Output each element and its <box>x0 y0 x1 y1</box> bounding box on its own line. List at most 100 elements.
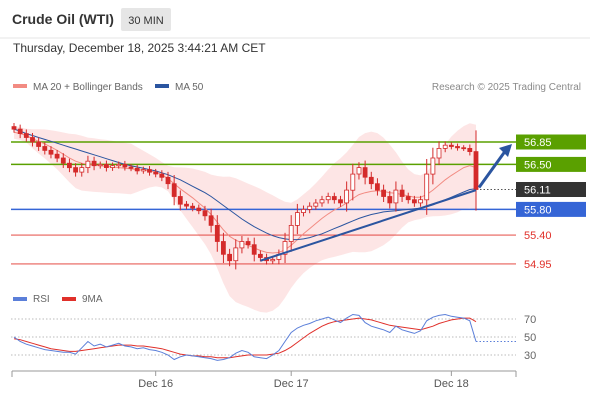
time-axis: Dec 16 Dec 17 Dec 18 <box>138 371 469 390</box>
candle <box>128 166 134 169</box>
level-tag-56-50 <box>516 156 586 172</box>
candle <box>374 183 380 191</box>
candle <box>418 199 424 204</box>
rsi-9ma-line <box>13 317 477 359</box>
candle <box>54 153 60 159</box>
candle <box>448 144 454 147</box>
candle <box>91 160 97 167</box>
level-tag-56-85 <box>516 134 586 150</box>
rsi-line <box>13 313 477 361</box>
candle <box>301 208 306 213</box>
candle <box>319 199 325 204</box>
legend-9ma-swatch <box>62 297 76 301</box>
candle <box>362 167 368 178</box>
level-label-56-50: 56.50 <box>524 159 552 171</box>
candle <box>325 196 331 201</box>
level-label-55-80: 55.80 <box>524 204 552 216</box>
candle <box>140 169 146 172</box>
rsi-tick-70: 70 <box>524 314 536 326</box>
support-trendline <box>260 189 477 262</box>
candle <box>461 147 467 150</box>
candle <box>257 253 263 258</box>
candle <box>313 202 319 207</box>
legend-ma50-label: MA 50 <box>175 82 204 93</box>
candle <box>436 147 442 159</box>
interval-badge[interactable] <box>121 8 171 31</box>
copyright: Research © 2025 Trading Central <box>432 82 581 93</box>
candle <box>411 199 417 204</box>
candle <box>116 163 122 167</box>
rsi-tick-50: 50 <box>524 332 536 344</box>
candle <box>190 205 196 209</box>
time-label-dec-18: Dec 18 <box>434 378 469 390</box>
interval-label: 30 MIN <box>128 15 164 27</box>
time-label-dec-16: Dec 16 <box>138 378 173 390</box>
candle <box>344 189 350 204</box>
candle <box>338 199 343 204</box>
timestamp: Thursday, December 18, 2025 3:44:21 AM C… <box>13 41 266 55</box>
candle <box>208 215 214 226</box>
level-label-56-11: 56.11 <box>524 185 551 197</box>
legend-ma20-swatch <box>13 84 27 88</box>
rsi-panel: 30 50 70 <box>11 313 536 362</box>
candle <box>393 189 399 204</box>
candle <box>239 241 245 249</box>
candle <box>110 165 115 168</box>
candle <box>288 224 294 242</box>
rsi-tick-30: 30 <box>524 350 536 362</box>
candle <box>270 259 276 262</box>
forecast-arrow-shaft <box>477 149 508 189</box>
candle <box>177 196 183 205</box>
candle <box>368 176 374 185</box>
candle <box>430 157 436 175</box>
candle <box>42 146 48 151</box>
candle <box>153 171 159 175</box>
candle <box>36 141 41 147</box>
candle <box>350 173 356 191</box>
candle <box>73 167 78 173</box>
legend-ma50-swatch <box>155 84 169 88</box>
legend-9ma-label: 9MA <box>82 294 103 305</box>
candle <box>48 149 54 155</box>
ma20-line <box>13 131 477 254</box>
candle <box>85 160 91 168</box>
candle <box>245 241 251 246</box>
candle <box>455 146 460 149</box>
candle <box>23 133 29 138</box>
candle <box>147 169 152 173</box>
candle <box>122 163 128 168</box>
candle <box>294 212 300 226</box>
candle <box>251 244 257 255</box>
candle <box>17 128 23 135</box>
candle <box>11 126 17 130</box>
candle <box>233 247 239 262</box>
ma50-line <box>13 128 477 241</box>
candle <box>467 147 473 152</box>
level-tag-56-11 <box>516 182 586 197</box>
candle <box>220 241 226 255</box>
price-chart <box>11 123 516 313</box>
candle <box>171 183 177 197</box>
candle <box>424 173 430 201</box>
forecast-arrow-head <box>499 143 512 157</box>
candle <box>387 196 393 204</box>
candle <box>30 137 35 143</box>
candle <box>104 163 109 168</box>
candle <box>307 205 313 210</box>
candle <box>79 167 85 173</box>
candle <box>202 210 208 217</box>
candle <box>60 157 66 164</box>
candle <box>214 224 220 242</box>
candle <box>165 176 171 185</box>
candle <box>405 196 411 201</box>
level-label-54-95: 54.95 <box>524 259 552 271</box>
candle <box>67 162 72 169</box>
level-label-56-85: 56.85 <box>524 137 552 149</box>
candle <box>356 167 362 175</box>
candle <box>134 167 140 172</box>
candle <box>473 151 479 190</box>
legend-rsi-label: RSI <box>33 294 50 305</box>
legend-ma20-label: MA 20 + Bollinger Bands <box>33 82 143 93</box>
